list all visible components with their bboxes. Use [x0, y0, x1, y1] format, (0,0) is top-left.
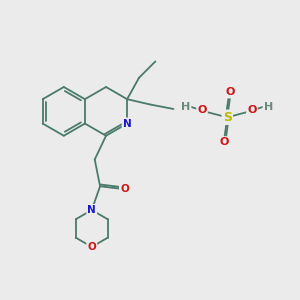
- Text: O: O: [220, 137, 229, 147]
- Text: O: O: [247, 106, 256, 116]
- Text: O: O: [197, 106, 207, 116]
- Text: N: N: [87, 205, 96, 215]
- Text: O: O: [226, 87, 235, 97]
- Text: O: O: [120, 184, 129, 194]
- Text: H: H: [264, 102, 273, 112]
- Text: O: O: [87, 242, 96, 252]
- Text: N: N: [123, 118, 131, 128]
- Text: S: S: [223, 111, 232, 124]
- Text: H: H: [181, 102, 190, 112]
